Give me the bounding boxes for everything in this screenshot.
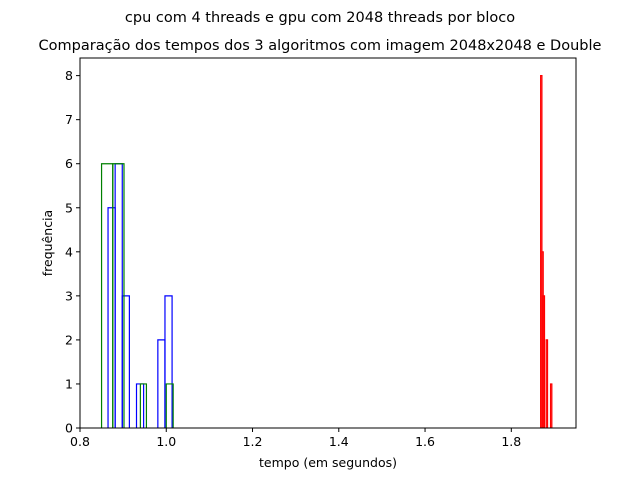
histogram-bar — [164, 295, 173, 428]
y-tick-label: 6 — [65, 156, 73, 171]
histogram-bar — [549, 383, 553, 428]
histogram-bar — [545, 339, 549, 428]
x-tick-label: 1.6 — [415, 434, 435, 449]
y-tick-label: 8 — [65, 68, 73, 83]
y-axis: 0 1 2 3 4 5 6 7 8 — [65, 68, 80, 436]
y-tick-label: 1 — [65, 376, 73, 391]
x-axis-label: tempo (em segundos) — [259, 455, 397, 470]
x-tick-label: 1.0 — [156, 434, 176, 449]
y-tick-label: 0 — [65, 421, 73, 436]
histogram-bar — [114, 163, 123, 428]
x-tick-label: 1.8 — [501, 434, 521, 449]
y-tick-label: 2 — [65, 332, 73, 347]
histogram-series-2 — [540, 75, 553, 428]
histogram-series-1 — [100, 163, 174, 428]
histogram-bar — [100, 163, 114, 428]
x-tick-label: 1.4 — [329, 434, 349, 449]
histogram-bar — [107, 207, 116, 428]
chart-suptitle: cpu com 4 threads e gpu com 2048 threads… — [125, 10, 515, 26]
histogram-bar — [165, 383, 174, 428]
x-tick-label: 1.2 — [243, 434, 263, 449]
y-axis-label: frequência — [40, 210, 55, 276]
y-tick-label: 7 — [65, 112, 73, 127]
histogram-bar — [542, 295, 546, 428]
histogram-bar — [157, 339, 166, 428]
y-tick-label: 3 — [65, 288, 73, 303]
histogram-bar — [112, 163, 125, 428]
plot-area-frame — [79, 57, 577, 429]
histogram-series-0 — [107, 163, 173, 428]
x-axis: 0.8 1.0 1.2 1.4 1.6 1.8 — [70, 428, 521, 449]
histogram-bar — [121, 295, 130, 428]
histogram-bar — [139, 383, 148, 428]
y-tick-label: 4 — [65, 244, 73, 259]
y-tick-label: 5 — [65, 200, 73, 215]
x-tick-label: 0.8 — [70, 434, 90, 449]
histogram-series-group — [100, 75, 553, 428]
chart-title: Comparação dos tempos dos 3 algoritmos c… — [39, 38, 602, 54]
